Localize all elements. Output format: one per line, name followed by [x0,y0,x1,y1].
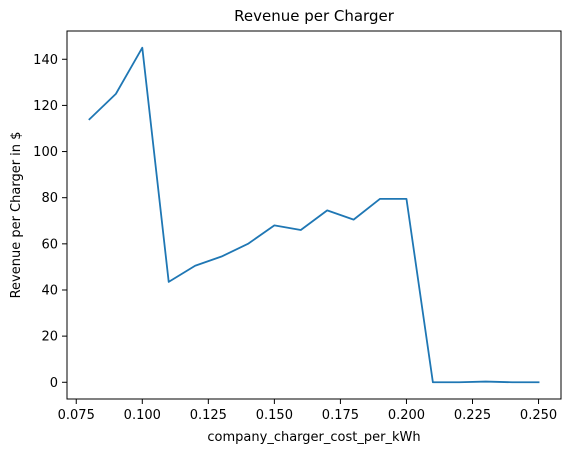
y-tick-label: 20 [41,330,58,345]
x-tick-label: 0.200 [388,408,425,423]
x-tick-label: 0.150 [256,408,293,423]
plot-area: 0.075 0.100 0.125 0.150 0.175 0.200 0.225 0.250… [33,30,562,423]
x-tick-label: 0.125 [190,408,227,423]
x-axis-label: company_charger_cost_per_kWh [207,430,420,445]
x-tick-label: 0.075 [58,408,95,423]
x-tick-label: 0.175 [322,408,359,423]
y-tick-label: 100 [33,145,58,160]
x-tick-label: 0.250 [520,408,557,423]
x-tick-label: 0.100 [124,408,161,423]
plot-frame [66,30,562,400]
x-tick-label: 0.225 [454,408,491,423]
y-tick-label: 60 [41,237,58,252]
y-tick-label: 80 [41,191,58,206]
y-tick-label: 0 [50,376,58,391]
y-tick-label: 120 [33,99,58,114]
y-tick-label: 40 [41,283,58,298]
y-axis-label: Revenue per Charger in $ [9,132,24,299]
y-tick-label: 140 [33,53,58,68]
series-line-0 [88,46,540,384]
chart-title: Revenue per Charger [234,7,395,25]
